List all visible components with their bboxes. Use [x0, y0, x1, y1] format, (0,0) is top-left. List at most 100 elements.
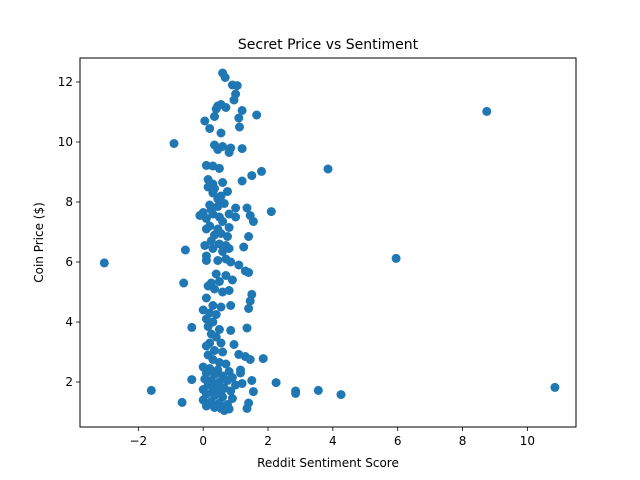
x-tick-label: 4	[329, 434, 337, 448]
chart-title: Secret Price vs Sentiment	[238, 37, 419, 53]
x-axis-ticks: −2 0 2 4 6 8 10	[130, 427, 535, 448]
data-point	[234, 260, 244, 270]
data-point	[146, 385, 156, 395]
data-point	[231, 203, 241, 213]
data-point	[226, 257, 236, 267]
data-point	[482, 106, 492, 116]
data-point	[229, 95, 239, 105]
data-point	[224, 244, 234, 253]
data-point	[203, 322, 213, 331]
data-point	[219, 406, 229, 415]
data-point	[229, 340, 239, 349]
data-point	[201, 224, 211, 234]
data-point	[237, 379, 247, 388]
data-point	[221, 359, 231, 369]
x-tick-label: 8	[459, 434, 467, 448]
data-point	[214, 325, 224, 334]
points-layer	[99, 68, 560, 415]
data-point	[208, 301, 218, 310]
data-point	[234, 113, 244, 123]
data-point	[227, 275, 237, 285]
data-point	[201, 256, 211, 265]
data-point	[242, 323, 252, 333]
data-point	[201, 293, 211, 303]
data-point	[244, 268, 254, 277]
data-point	[550, 382, 560, 392]
data-point	[200, 116, 210, 126]
data-point	[224, 223, 234, 232]
data-point	[231, 212, 241, 222]
x-tick-label: −2	[130, 434, 148, 448]
data-point	[236, 368, 245, 378]
data-point	[211, 332, 221, 342]
data-point	[242, 403, 252, 413]
data-point	[99, 258, 109, 268]
x-tick-label: 2	[264, 434, 272, 448]
data-point	[179, 278, 189, 288]
data-point	[211, 269, 221, 279]
data-point	[223, 187, 232, 196]
data-point	[245, 355, 255, 364]
data-point	[210, 112, 219, 121]
data-point	[239, 242, 249, 252]
data-point	[200, 241, 210, 250]
data-point	[201, 341, 211, 351]
data-point	[226, 325, 236, 335]
data-point	[266, 207, 276, 217]
y-tick-label: 12	[58, 75, 73, 89]
data-point	[169, 139, 179, 148]
y-axis-label: Coin Price ($)	[32, 202, 46, 283]
data-point	[237, 144, 247, 154]
data-point	[218, 347, 228, 357]
data-point	[226, 301, 236, 310]
data-point	[210, 346, 219, 355]
data-point	[201, 160, 211, 170]
data-point	[244, 304, 254, 313]
data-point	[218, 217, 228, 226]
data-point	[216, 128, 226, 138]
data-point	[205, 124, 215, 133]
data-point	[336, 390, 346, 400]
data-point	[216, 302, 226, 312]
data-point	[391, 253, 401, 263]
data-point	[248, 387, 258, 397]
y-tick-label: 2	[65, 375, 73, 389]
y-tick-label: 6	[65, 255, 73, 269]
data-point	[221, 271, 231, 280]
y-axis-ticks: 2 4 6 8 10 12	[58, 75, 80, 389]
data-point	[220, 73, 230, 82]
data-point	[216, 338, 226, 348]
plot-frame	[79, 57, 577, 428]
data-point	[201, 401, 211, 411]
data-point	[245, 296, 255, 306]
data-point	[291, 388, 301, 398]
data-point	[214, 277, 224, 286]
data-point	[208, 188, 218, 198]
data-point	[208, 244, 218, 253]
data-point	[258, 354, 268, 364]
data-point	[223, 376, 232, 385]
data-point	[211, 310, 221, 319]
data-point	[227, 394, 237, 403]
data-point	[180, 245, 190, 255]
x-tick-label: 6	[394, 434, 402, 448]
data-point	[248, 217, 258, 226]
data-point	[221, 103, 231, 112]
data-point	[213, 194, 223, 204]
data-point	[218, 178, 228, 187]
data-point	[218, 142, 228, 151]
data-point	[232, 81, 242, 91]
data-point	[242, 203, 252, 213]
y-tick-label: 10	[58, 135, 73, 149]
data-point	[223, 232, 232, 241]
data-point	[201, 214, 211, 223]
data-point	[187, 375, 197, 385]
data-point	[247, 171, 257, 181]
data-point	[210, 284, 219, 294]
data-point	[177, 397, 187, 407]
data-point	[226, 386, 236, 396]
x-axis-label: Reddit Sentiment Score	[257, 456, 399, 470]
data-point	[214, 163, 224, 173]
data-point	[252, 110, 262, 120]
